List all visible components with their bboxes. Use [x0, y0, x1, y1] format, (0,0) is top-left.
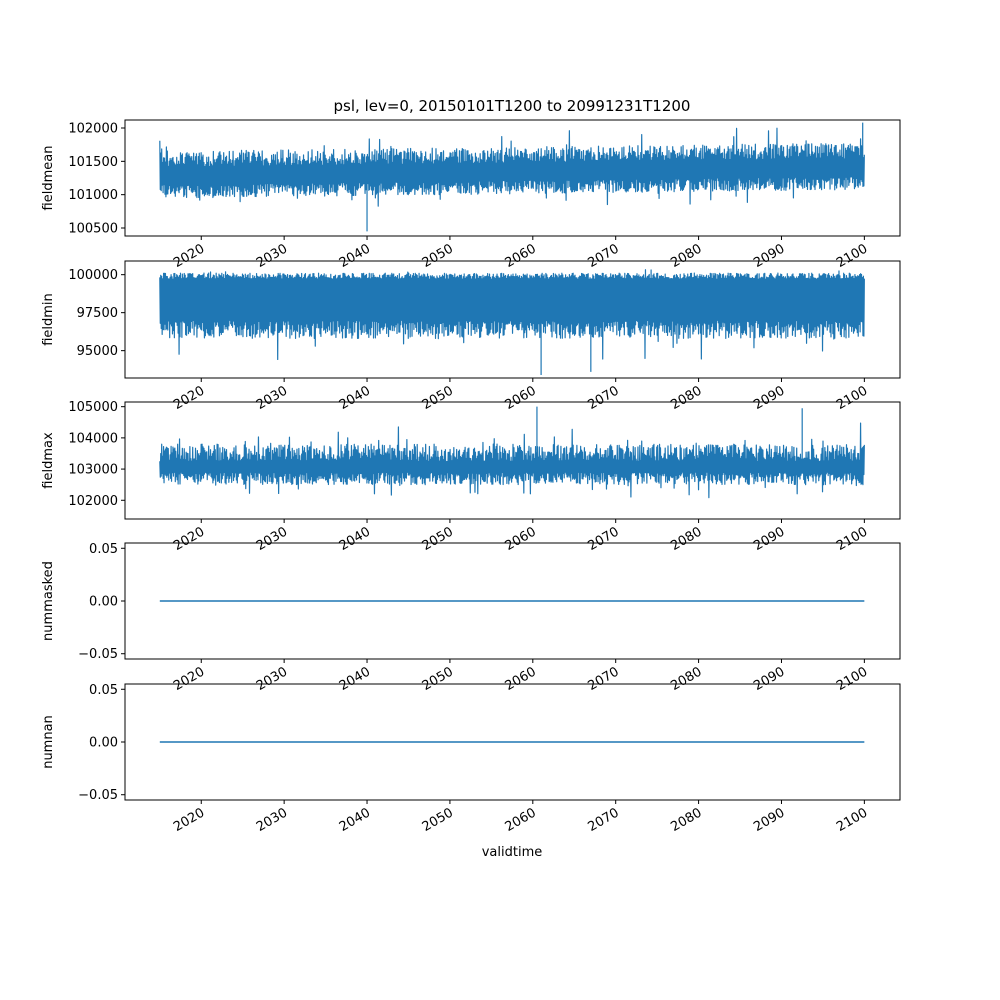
y-tick-label: 97500: [77, 306, 118, 321]
x-tick-label: 2020: [171, 241, 207, 271]
panel-fieldmean: 100500 101000 101500 102000 2020 2030 2040 2050…: [41, 119, 901, 271]
x-tick-label: 2090: [751, 805, 787, 835]
y-tick-label: 0.05: [89, 683, 118, 698]
panel-fieldmin: 95000 97500 100000 2020 2030 2040 2050 2060 2070…: [41, 260, 901, 413]
x-tick-label: 2060: [503, 664, 539, 694]
x-tick-label: 2090: [751, 241, 787, 271]
plot-frame: [124, 119, 901, 237]
series-line-fieldmax: [159, 406, 865, 499]
y-tick-label: 101000: [68, 188, 118, 203]
x-tick-label: 2040: [337, 524, 373, 554]
plot-frame: [124, 401, 901, 520]
x-tick-label: 2020: [171, 383, 207, 413]
chart-title: psl, lev=0, 20150101T1200 to 20991231T12…: [334, 97, 691, 115]
x-tick-label: 2070: [586, 241, 622, 271]
x-tick-label: 2050: [420, 664, 456, 694]
x-tick-label: 2080: [668, 383, 704, 413]
y-tick-label: 95000: [77, 344, 118, 359]
x-tick-label: 2050: [420, 383, 456, 413]
x-tick-label: 2020: [171, 805, 207, 835]
y-tick-label: 0.00: [89, 736, 118, 751]
x-tick-label: 2050: [420, 241, 456, 271]
x-tick-label: 2100: [834, 524, 870, 554]
x-tick-label: 2040: [337, 664, 373, 694]
y-tick-label: −0.05: [78, 788, 118, 803]
y-tick-label: 104000: [68, 431, 118, 446]
y-tick-label: 101500: [68, 155, 118, 170]
x-tick-label: 2070: [586, 524, 622, 554]
x-tick-label: 2030: [254, 383, 290, 413]
x-tick-label: 2080: [668, 664, 704, 694]
x-tick-label: 2060: [503, 383, 539, 413]
y-axis-label-numnan: numnan: [41, 715, 56, 769]
x-tick-label: 2100: [834, 805, 870, 835]
y-axis-label-nummasked: nummasked: [41, 561, 56, 641]
y-tick-label: 0.00: [89, 595, 118, 610]
y-tick-label: 102000: [68, 494, 118, 509]
panel-nummasked: −0.05 0.00 0.05 2020 2030 2040 2050 2060 2070 208…: [41, 542, 901, 694]
series-line-fieldmin: [159, 269, 865, 375]
x-tick-label: 2040: [337, 383, 373, 413]
y-tick-label: 105000: [68, 400, 118, 415]
x-tick-label: 2100: [834, 241, 870, 271]
y-tick-label: 100500: [68, 222, 118, 237]
x-tick-label: 2100: [834, 664, 870, 694]
x-tick-label: 2030: [254, 664, 290, 694]
x-tick-label: 2100: [834, 383, 870, 413]
y-axis-label-fieldmean: fieldmean: [41, 146, 56, 211]
x-tick-label: 2030: [254, 524, 290, 554]
x-tick-label: 2050: [420, 524, 456, 554]
x-tick-label: 2030: [254, 241, 290, 271]
x-tick-label: 2080: [668, 805, 704, 835]
x-tick-label: 2090: [751, 383, 787, 413]
x-tick-label: 2090: [751, 524, 787, 554]
x-tick-label: 2060: [503, 805, 539, 835]
x-tick-label: 2060: [503, 241, 539, 271]
x-tick-label: 2050: [420, 805, 456, 835]
x-tick-label: 2040: [337, 241, 373, 271]
series-line-fieldmean: [159, 122, 865, 232]
x-tick-label: 2040: [337, 805, 373, 835]
panel-numnan: −0.05 0.00 0.05 2020 2030 2040 2050 2060 2070 208…: [41, 683, 901, 835]
x-tick-label: 2070: [586, 664, 622, 694]
x-tick-label: 2080: [668, 241, 704, 271]
plot-frame: [124, 260, 901, 379]
y-axis-label-fieldmin: fieldmin: [41, 293, 56, 346]
panel-fieldmax: 102000 103000 104000 105000 2020 2030 2040 2050…: [41, 400, 901, 554]
x-tick-label: 2030: [254, 805, 290, 835]
y-axis-label-fieldmax: fieldmax: [41, 432, 56, 489]
x-tick-label: 2020: [171, 664, 207, 694]
x-tick-label: 2060: [503, 524, 539, 554]
y-tick-label: 103000: [68, 463, 118, 478]
y-tick-label: 0.05: [89, 542, 118, 557]
x-tick-label: 2020: [171, 524, 207, 554]
x-tick-label: 2070: [586, 383, 622, 413]
x-axis-label: validtime: [482, 845, 543, 860]
x-tick-label: 2070: [586, 805, 622, 835]
x-tick-label: 2090: [751, 664, 787, 694]
y-tick-label: −0.05: [78, 647, 118, 662]
x-tick-label: 2080: [668, 524, 704, 554]
y-tick-label: 100000: [68, 268, 118, 283]
y-tick-label: 102000: [68, 122, 118, 137]
